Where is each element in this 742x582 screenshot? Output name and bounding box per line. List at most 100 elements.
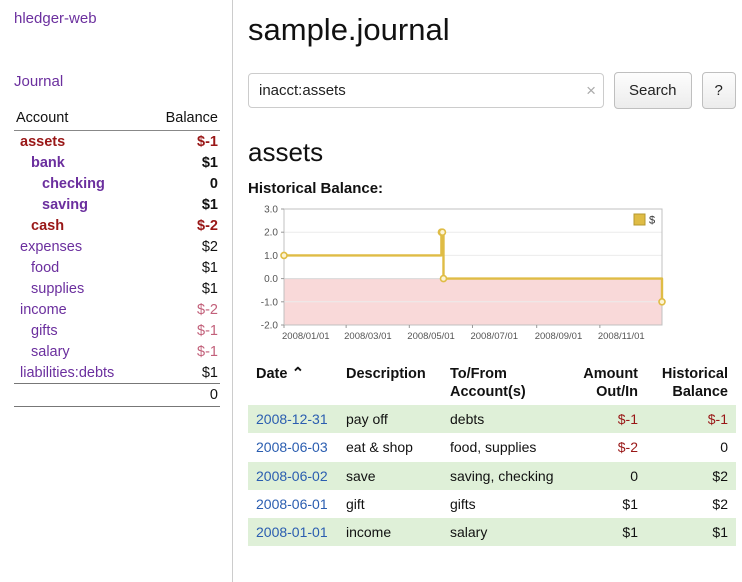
clear-search-icon[interactable]: × [586, 80, 596, 100]
account-heading: assets [248, 137, 324, 167]
transaction-amount: $-1 [617, 411, 638, 428]
transaction-row: 2008-06-03 eat & shop food, supplies $-2 0 [248, 433, 736, 461]
column-header-date[interactable]: Date ⌃ [248, 363, 346, 405]
transaction-date-link[interactable]: 2008-06-01 [256, 495, 328, 512]
transaction-date-link[interactable]: 2008-06-03 [256, 439, 328, 456]
svg-text:0.0: 0.0 [264, 274, 278, 285]
svg-text:1.0: 1.0 [264, 251, 278, 262]
svg-text:2008/01/01: 2008/01/01 [282, 331, 330, 342]
search-bar: × Search ? [248, 72, 736, 109]
transaction-amount: 0 [630, 467, 638, 484]
account-row: bank $1 [14, 152, 220, 173]
account-balance: $-2 [197, 217, 218, 234]
column-header-to-from-account-s-: To/From Account(s) [450, 363, 566, 405]
account-link[interactable]: cash [31, 217, 65, 234]
transaction-date-link[interactable]: 2008-06-02 [256, 467, 328, 484]
help-button[interactable]: ? [701, 72, 736, 109]
svg-text:2008/09/01: 2008/09/01 [535, 331, 583, 342]
svg-text:2.0: 2.0 [264, 228, 278, 239]
account-balance: $-2 [197, 301, 218, 318]
account-link[interactable]: food [31, 259, 60, 276]
account-link[interactable]: liabilities:debts [20, 364, 115, 381]
search-input[interactable] [248, 73, 604, 108]
svg-text:2008/05/01: 2008/05/01 [407, 331, 455, 342]
column-header-amount-out-in: Amount Out/In [566, 363, 646, 405]
transaction-description: save [346, 467, 376, 484]
account-link[interactable]: income [20, 301, 67, 318]
search-button[interactable]: Search [614, 72, 692, 109]
page-title: sample.journal [248, 12, 450, 47]
account-balance: $1 [201, 196, 218, 213]
account-balance: $1 [201, 280, 218, 297]
account-balance: $2 [201, 238, 218, 255]
column-header-label: To/From Account(s) [450, 366, 526, 401]
transactions-table: Date ⌃ Description To/From Account(s) Amoun… [248, 363, 736, 547]
column-header-label: Description [346, 366, 426, 382]
accounts-header-balance: Balance [146, 107, 220, 131]
account-row: supplies $1 [14, 278, 220, 299]
accounts-header-account: Account [14, 107, 147, 131]
account-row: cash $-2 [14, 215, 220, 236]
account-link[interactable]: salary [31, 343, 70, 360]
sidebar: hledger-web Journal Account Balance asse… [0, 0, 233, 582]
account-link[interactable]: gifts [31, 322, 58, 339]
nav-journal-link[interactable]: Journal [14, 73, 64, 90]
account-balance: $-1 [197, 133, 218, 150]
transaction-balance: 0 [720, 439, 728, 456]
account-link[interactable]: checking [42, 175, 105, 192]
column-header-label: Historical Balance [661, 366, 728, 401]
transaction-accounts: gifts [450, 495, 476, 512]
account-balance: $1 [201, 154, 218, 171]
svg-text:-1.0: -1.0 [261, 297, 279, 308]
column-header-description: Description [346, 363, 450, 405]
historical-balance-chart: 3.0 2.0 1.0 0.0 -1.0 -2.0 2008/01/01 2008/03/01… [248, 199, 736, 351]
account-link[interactable]: supplies [31, 280, 85, 297]
transaction-description: income [346, 524, 392, 540]
account-row: income $-2 [14, 299, 220, 320]
transaction-date-link[interactable]: 2008-12-31 [256, 411, 328, 428]
accounts-total-value: 0 [146, 383, 220, 407]
account-row: expenses $2 [14, 236, 220, 257]
account-row: food $1 [14, 257, 220, 278]
app-title[interactable]: hledger-web [14, 10, 97, 27]
column-header-label: Amount Out/In [583, 366, 638, 401]
transaction-accounts: salary [450, 524, 488, 540]
transaction-balance: $1 [712, 524, 728, 540]
svg-text:2008/03/01: 2008/03/01 [344, 331, 392, 342]
account-link[interactable]: assets [20, 133, 66, 150]
column-header-label: Date [256, 366, 288, 382]
transaction-amount: $1 [622, 524, 638, 540]
transaction-row: 2008-06-02 save saving, checking 0 $2 [248, 461, 736, 490]
account-row: salary $-1 [14, 341, 220, 362]
column-header-historical-balance: Historical Balance [646, 363, 736, 405]
transaction-balance: $-1 [707, 411, 728, 428]
transaction-row: 2008-01-01 income salary $1 $1 [248, 518, 736, 547]
account-balance: $1 [201, 364, 218, 381]
account-link[interactable]: bank [31, 154, 65, 171]
transaction-description: gift [346, 495, 365, 512]
account-row: saving $1 [14, 194, 220, 215]
account-link[interactable]: expenses [20, 238, 83, 255]
svg-text:3.0: 3.0 [264, 205, 278, 216]
transaction-row: 2008-12-31 pay off debts $-1 $-1 [248, 405, 736, 434]
transaction-accounts: food, supplies [450, 439, 537, 456]
account-link[interactable]: saving [42, 196, 88, 213]
transaction-description: pay off [346, 411, 388, 428]
svg-text:$: $ [649, 215, 655, 227]
account-row: checking 0 [14, 173, 220, 194]
transaction-accounts: saving, checking [450, 467, 554, 484]
transaction-balance: $2 [712, 467, 728, 484]
svg-text:-2.0: -2.0 [261, 321, 279, 332]
account-row: liabilities:debts $1 [14, 362, 220, 384]
accounts-table: Account Balance assets $-1 bank $1 checking 0… [14, 107, 220, 407]
account-row: gifts $-1 [14, 320, 220, 341]
transaction-date-link[interactable]: 2008-01-01 [256, 524, 328, 540]
accounts-total-row: 0 [14, 383, 220, 407]
transaction-amount: $1 [622, 495, 638, 512]
account-row: assets $-1 [14, 131, 220, 153]
transaction-description: eat & shop [346, 439, 413, 456]
svg-text:2008/07/01: 2008/07/01 [470, 331, 518, 342]
accounts-total-spacer [14, 383, 147, 407]
main-content: sample.journal × Search ? assets Histori… [233, 0, 742, 582]
